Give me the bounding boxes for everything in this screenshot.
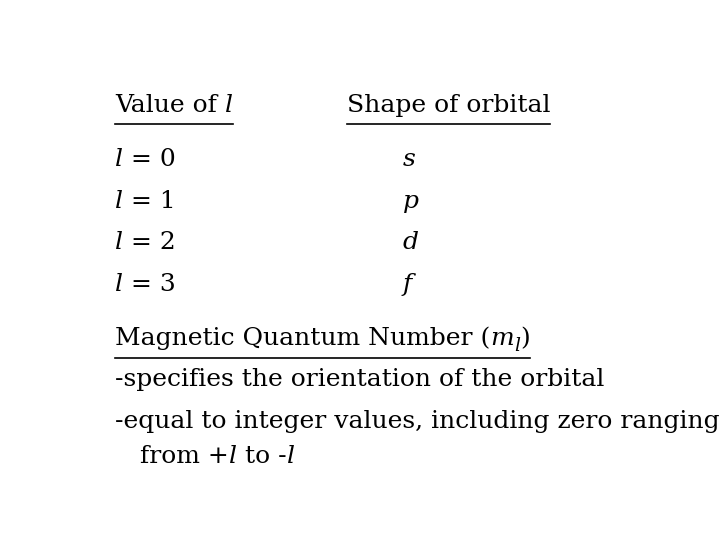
Text: d: d xyxy=(402,231,418,254)
Text: m: m xyxy=(490,327,514,350)
Text: Magnetic Quantum Number (: Magnetic Quantum Number ( xyxy=(115,327,490,350)
Text: l: l xyxy=(115,231,123,254)
Text: l: l xyxy=(115,148,123,171)
Text: l: l xyxy=(287,446,294,468)
Text: -equal to integer values, including zero ranging: -equal to integer values, including zero… xyxy=(115,410,720,433)
Text: from +: from + xyxy=(140,446,229,468)
Text: = 2: = 2 xyxy=(123,231,176,254)
Text: -specifies the orientation of the orbital: -specifies the orientation of the orbita… xyxy=(115,368,605,392)
Text: l: l xyxy=(115,273,123,296)
Text: l: l xyxy=(229,446,237,468)
Text: = 0: = 0 xyxy=(123,148,176,171)
Text: ): ) xyxy=(520,327,530,350)
Text: f: f xyxy=(402,273,412,296)
Text: Value of: Value of xyxy=(115,94,225,117)
Text: l: l xyxy=(514,337,520,355)
Text: Shape of orbital: Shape of orbital xyxy=(347,94,550,117)
Text: = 1: = 1 xyxy=(123,190,176,213)
Text: = 3: = 3 xyxy=(123,273,176,296)
Text: to -: to - xyxy=(237,446,287,468)
Text: p: p xyxy=(402,190,418,213)
Text: s: s xyxy=(402,148,415,171)
Text: l: l xyxy=(225,94,233,117)
Text: l: l xyxy=(115,190,123,213)
